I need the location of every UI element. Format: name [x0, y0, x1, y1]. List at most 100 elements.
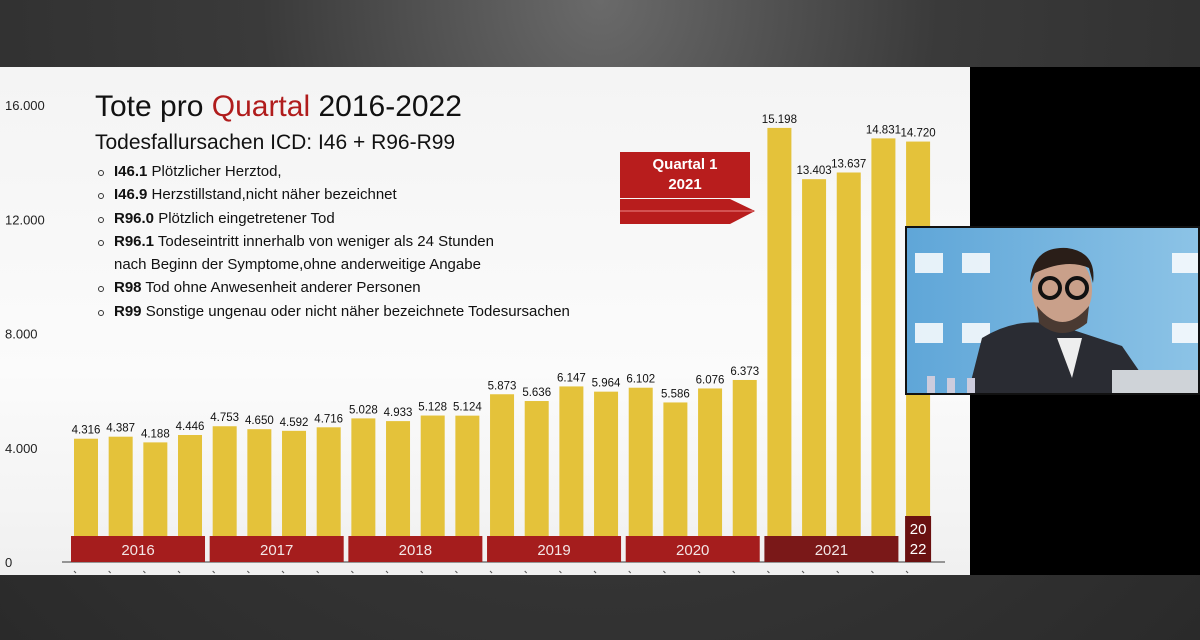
cause-code: R96.0	[114, 209, 155, 227]
year-band	[764, 536, 899, 562]
year-label: 2021	[815, 542, 848, 559]
y-tick-label: 0	[5, 555, 12, 570]
bar-value-label: 6.147	[557, 372, 586, 384]
bar-value-label: 4.387	[106, 423, 135, 435]
cause-text: nach Beginn der Symptome,ohne anderweiti…	[114, 256, 481, 274]
x-tick	[628, 570, 632, 574]
webcam-video-inset	[905, 226, 1200, 395]
x-tick	[246, 570, 250, 574]
bar-value-label: 4.650	[245, 415, 274, 427]
cause-item: I46.9 Herzstillstand,nicht näher bezeich…	[98, 183, 570, 206]
bar-value-label: 4.316	[72, 425, 101, 437]
bar-chart: 0 4.000 8.000 12.000 16.000 4.316 4.387 4.188 4.…	[5, 98, 945, 574]
bar	[836, 172, 861, 562]
x-tick	[732, 570, 736, 574]
x-tick	[73, 570, 77, 574]
bar	[767, 127, 792, 563]
bar-value-label: 5.964	[592, 378, 621, 390]
y-tick-label: 4.000	[5, 441, 38, 456]
bar-value-label: 13.403	[796, 165, 831, 177]
year-label: 2016	[121, 542, 154, 559]
bar-value-label: 5.128	[418, 402, 447, 414]
bar	[524, 401, 549, 562]
x-tick	[593, 570, 597, 574]
title-suffix: 2016-2022	[310, 90, 462, 123]
x-tick	[177, 570, 181, 574]
callout-arrow-icon	[620, 199, 755, 224]
bar	[663, 402, 688, 562]
x-tick	[836, 570, 840, 574]
x-tick	[316, 570, 320, 574]
year-label: 2019	[537, 542, 570, 559]
bar-value-label: 4.188	[141, 428, 170, 440]
x-tick	[351, 570, 354, 574]
cause-item: R98 Tod ohne Anwesenheit anderer Persone…	[98, 276, 570, 299]
x-tick	[212, 570, 216, 574]
x-tick	[801, 570, 805, 574]
bar	[594, 391, 619, 562]
cause-text: Tod ohne Anwesenheit anderer Personen	[141, 279, 421, 297]
cause-text: Todeseintritt innerhalb von weniger als …	[154, 232, 494, 250]
cause-item: R99 Sonstige ungenau oder nicht näher be…	[98, 300, 570, 323]
bar-value-label: 5.873	[488, 380, 517, 392]
x-tick	[108, 570, 112, 574]
cause-text: Sonstige ungenau oder nicht näher bezeic…	[141, 302, 570, 320]
year-band	[71, 536, 206, 562]
x-tick	[905, 570, 909, 574]
slide-subtitle: Todesfallursachen ICD: I46 + R96-R99	[95, 131, 456, 154]
callout-quartal-1-2021: Quartal 1 2021	[620, 152, 750, 198]
cause-list: I46.1 Plötzlicher Herztod, I46.9 Herzstil…	[98, 160, 570, 323]
year-label: 2017	[260, 542, 293, 559]
bar-value-label: 4.446	[176, 421, 205, 433]
slide-title: Tote pro Quartal 2016-2022	[95, 90, 462, 124]
year-band	[625, 536, 760, 562]
x-tick	[142, 570, 146, 574]
bar	[871, 138, 896, 562]
cause-code: R98	[114, 279, 142, 297]
bar	[490, 394, 515, 562]
x-tick	[489, 570, 493, 574]
cause-text: Herzstillstand,nicht näher bezeichnet	[147, 186, 397, 204]
bar	[802, 179, 827, 562]
bar-value-label: 14.831	[866, 124, 901, 136]
cause-code: R99	[114, 302, 142, 320]
y-tick-label: 16.000	[5, 98, 45, 113]
x-tick	[559, 570, 562, 574]
bar-value-label: 15.198	[762, 114, 797, 126]
x-tick	[697, 570, 701, 574]
bar-value-label: 6.102	[626, 374, 655, 386]
y-tick-label: 12.000	[5, 212, 45, 227]
cause-text: Plötzlich eingetretener Tod	[154, 209, 335, 227]
year-label-2022: 20 22	[910, 521, 927, 558]
year-label: 2020	[676, 542, 709, 559]
bar	[628, 387, 653, 562]
bar	[559, 386, 584, 562]
bar-value-label: 6.076	[696, 374, 725, 386]
title-prefix: Tote pro	[95, 90, 212, 123]
year-label: 2018	[399, 542, 432, 559]
bar	[698, 388, 723, 562]
x-tick	[524, 570, 528, 574]
year-band	[905, 516, 932, 562]
x-tick	[871, 570, 874, 574]
bar-value-label: 4.592	[280, 417, 309, 429]
bar-value-label: 5.028	[349, 404, 378, 416]
x-tick	[281, 570, 285, 574]
bar-value-label: 13.637	[831, 158, 866, 170]
cause-item: R96.1 Todeseintritt innerhalb von wenige…	[98, 230, 570, 253]
bar-value-label: 6.373	[730, 366, 759, 378]
callout-line2: 2021	[668, 176, 702, 193]
bar-value-label: 5.636	[522, 387, 551, 399]
bar-value-label: 5.124	[453, 402, 482, 414]
cause-item: nach Beginn der Symptome,ohne anderweiti…	[98, 253, 570, 276]
x-tick	[420, 570, 424, 574]
x-tick	[663, 570, 666, 574]
year-band	[348, 536, 483, 562]
cause-item: I46.1 Plötzlicher Herztod,	[98, 160, 570, 183]
bar-value-label: 14.720	[900, 128, 935, 140]
x-tick	[385, 570, 389, 574]
cause-code: I46.1	[114, 163, 148, 180]
year-band	[487, 536, 622, 562]
x-tick	[455, 570, 458, 574]
cause-code: R96.1	[114, 232, 155, 250]
